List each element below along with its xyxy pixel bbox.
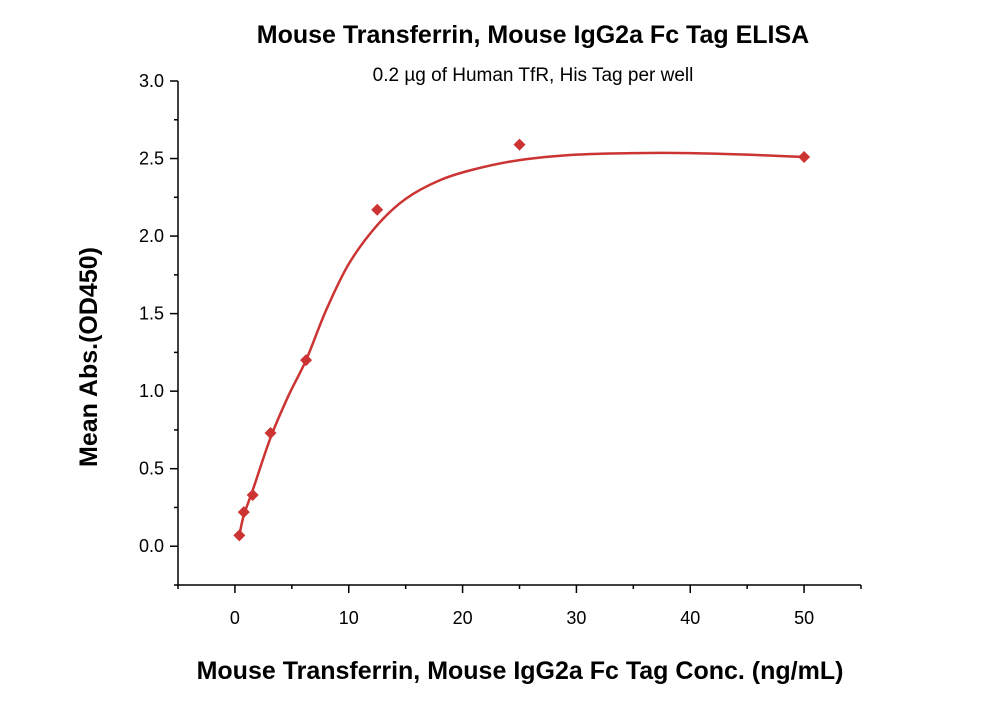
y-axis-label: Mean Abs.(OD450) xyxy=(75,247,103,467)
y-tick-label: 1.5 xyxy=(139,304,164,324)
data-point xyxy=(264,427,277,440)
fit-curve-layer xyxy=(238,151,805,536)
x-axis-label: Mouse Transferrin, Mouse IgG2a Fc Tag Co… xyxy=(197,657,844,685)
data-point xyxy=(237,506,250,519)
data-point xyxy=(233,529,246,542)
data-point xyxy=(371,203,384,216)
x-tick-label: 40 xyxy=(680,608,700,628)
data-point xyxy=(513,138,526,151)
x-tick-label: 30 xyxy=(566,608,586,628)
y-tick-label: 2.0 xyxy=(139,226,164,246)
y-tick-label: 0.5 xyxy=(139,459,164,479)
y-tick-label: 1.0 xyxy=(139,381,164,401)
x-tick-label: 50 xyxy=(794,608,814,628)
fit-curve xyxy=(238,151,805,536)
x-tick-label: 10 xyxy=(339,608,359,628)
y-tick-label: 2.5 xyxy=(139,149,164,169)
x-tick-label: 20 xyxy=(453,608,473,628)
x-ticks: 0 10 20 30 40 50 xyxy=(177,585,862,628)
y-tick-label: 3.0 xyxy=(139,71,164,91)
chart-title: Mouse Transferrin, Mouse IgG2a Fc Tag EL… xyxy=(257,21,809,49)
chart-subtitle: 0.2 µg of Human TfR, His Tag per well xyxy=(373,65,694,86)
y-tick-label: 0.0 xyxy=(139,536,164,556)
data-point xyxy=(246,489,259,502)
x-tick-label: 0 xyxy=(230,608,240,628)
data-points-layer xyxy=(233,138,811,542)
y-ticks: 0.0 0.5 1.0 1.5 2.0 2.5 3.0 xyxy=(139,71,178,586)
data-point xyxy=(300,354,313,367)
data-point xyxy=(798,150,811,163)
